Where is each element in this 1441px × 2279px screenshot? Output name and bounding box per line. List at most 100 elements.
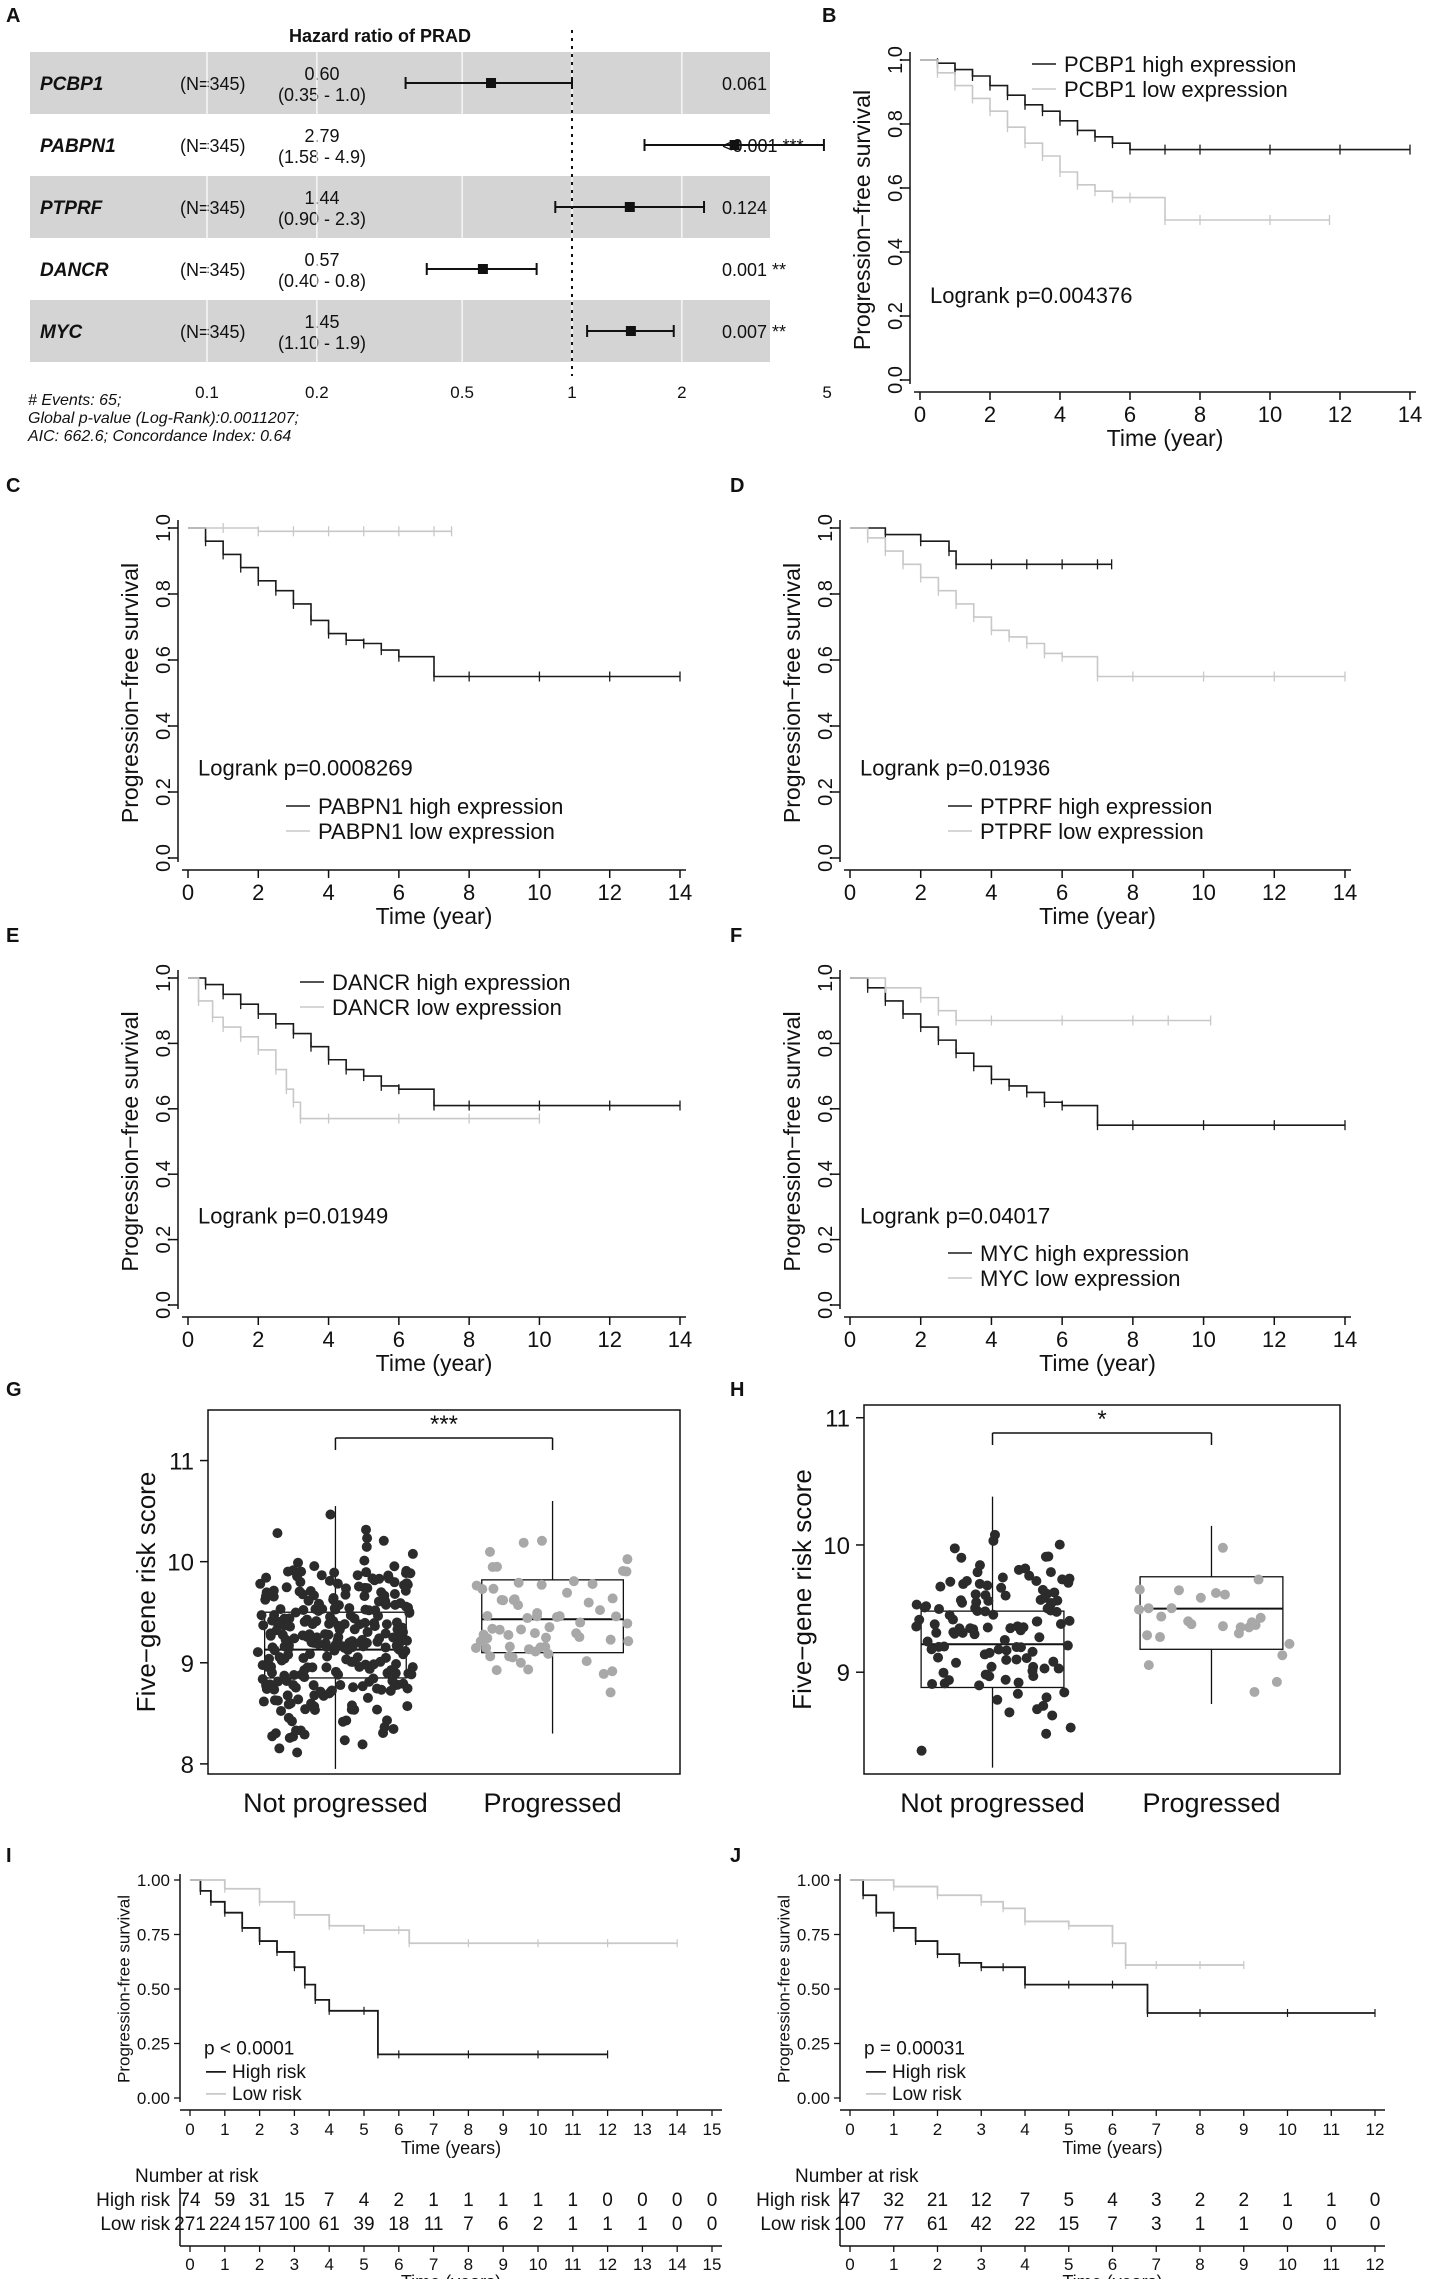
box-data-point bbox=[379, 1722, 390, 1733]
box-data-point bbox=[313, 1639, 324, 1650]
forest-tick-label: 0.1 bbox=[195, 383, 219, 402]
box-data-point bbox=[282, 1690, 293, 1701]
box-data-point bbox=[996, 1582, 1007, 1593]
box-data-point bbox=[933, 1641, 944, 1652]
box-data-point bbox=[605, 1687, 616, 1698]
km-y-label: Progression−free survival bbox=[117, 563, 143, 823]
km-x-tick-label: 6 bbox=[1124, 402, 1136, 427]
km-x-tick-label: 2 bbox=[252, 1327, 264, 1352]
box-data-point bbox=[372, 1704, 383, 1715]
box-data-point bbox=[378, 1535, 389, 1546]
box-data-point bbox=[515, 1657, 526, 1668]
km-y-tick-label: 0.6 bbox=[153, 646, 175, 674]
box-data-point bbox=[324, 1618, 335, 1629]
risk-table-value: 271 bbox=[174, 2214, 206, 2235]
km-x-tick-label: 14 bbox=[1398, 402, 1422, 427]
km-curve-low bbox=[188, 977, 540, 1120]
box-data-point bbox=[390, 1599, 401, 1610]
risk-table-row-label: High risk bbox=[756, 2190, 830, 2211]
box-data-point bbox=[266, 1667, 277, 1678]
km-legend-label: PABPN1 high expression bbox=[318, 794, 563, 819]
km-risk-x-tick-label: 4 bbox=[1020, 2120, 1029, 2139]
km-risk-y-tick-label: 1.00 bbox=[797, 1871, 830, 1890]
box-data-point bbox=[1034, 1632, 1045, 1643]
box-data-point bbox=[622, 1618, 633, 1629]
box-data-point bbox=[279, 1670, 290, 1681]
box-data-point bbox=[368, 1673, 379, 1684]
box-data-point bbox=[280, 1634, 291, 1645]
box-data-point bbox=[329, 1645, 340, 1656]
km-y-tick-label: 1.0 bbox=[815, 964, 837, 992]
box-data-point bbox=[568, 1576, 579, 1587]
forest-tick-label: 5 bbox=[822, 383, 831, 402]
forest-ci-label: (0.35 - 1.0) bbox=[278, 85, 366, 105]
panel-label-b: B bbox=[822, 5, 836, 27]
box-data-point bbox=[373, 1596, 384, 1607]
km-x-tick-label: 2 bbox=[252, 880, 264, 905]
box-data-point bbox=[1039, 1663, 1050, 1674]
risk-table-value: 1 bbox=[568, 2190, 579, 2211]
box-data-point bbox=[400, 1585, 411, 1596]
box-data-point bbox=[532, 1608, 543, 1619]
box-data-point bbox=[402, 1683, 413, 1694]
box-data-point bbox=[264, 1679, 275, 1690]
km-y-tick-label: 0.6 bbox=[153, 1095, 175, 1123]
km-x-tick-label: 14 bbox=[668, 880, 692, 905]
risk-table-value: 1 bbox=[637, 2214, 648, 2235]
km-legend-label: MYC low expression bbox=[980, 1266, 1181, 1291]
km-x-tick-label: 10 bbox=[1258, 402, 1282, 427]
box-data-point bbox=[333, 1600, 344, 1611]
km-y-label: Progression−free survival bbox=[779, 563, 805, 823]
box-data-point bbox=[272, 1676, 283, 1687]
risk-table-value: 7 bbox=[463, 2214, 474, 2235]
box-data-point bbox=[276, 1705, 287, 1716]
km-risk-x-tick-label: 12 bbox=[598, 2120, 617, 2139]
box-data-point bbox=[359, 1555, 370, 1566]
risk-table-value: 0 bbox=[602, 2190, 613, 2211]
box-data-point bbox=[1156, 1611, 1167, 1622]
box-data-point bbox=[389, 1588, 400, 1599]
km-risk-x-tick-label: 5 bbox=[359, 2120, 368, 2139]
box-data-point bbox=[974, 1560, 985, 1571]
km-risk-y-tick-label: 0.75 bbox=[797, 1926, 830, 1945]
km-y-tick-label: 0.2 bbox=[815, 1226, 837, 1254]
risk-table-value: 0 bbox=[707, 2190, 718, 2211]
km-risk-y-label: Progression-free survival bbox=[115, 1895, 134, 2083]
risk-table-value: 18 bbox=[388, 2214, 409, 2235]
box-category-label: Not progressed bbox=[243, 1788, 428, 1818]
risk-table-row-label: High risk bbox=[96, 2190, 170, 2211]
box-data-point bbox=[481, 1643, 492, 1654]
box-data-point bbox=[1246, 1617, 1257, 1628]
box-data-point bbox=[535, 1642, 546, 1653]
km-risk-x-tick-label: 9 bbox=[1239, 2120, 1248, 2139]
risk-table-row-label: Low risk bbox=[760, 2214, 830, 2235]
box-data-point bbox=[587, 1578, 598, 1589]
risk-table-value: 100 bbox=[279, 2214, 311, 2235]
box-data-point bbox=[1155, 1632, 1166, 1643]
km-risk-x-tick-label: 11 bbox=[1322, 2120, 1340, 2139]
forest-n-label: (N=345) bbox=[180, 260, 246, 280]
km-curve-high bbox=[188, 977, 680, 1107]
km-y-tick-label: 0.4 bbox=[885, 238, 907, 266]
box-y-label: Five−gene risk score bbox=[787, 1469, 817, 1710]
box-data-point bbox=[522, 1613, 533, 1624]
risk-table-tick-label: 13 bbox=[633, 2255, 652, 2274]
box-data-point bbox=[371, 1683, 382, 1694]
km-risk-curve-low bbox=[190, 1879, 678, 1945]
km-x-tick-label: 4 bbox=[322, 1327, 334, 1352]
box-data-point bbox=[943, 1675, 954, 1686]
forest-footnote: Global p-value (Log-Rank):0.0011207; bbox=[28, 410, 299, 427]
box-y-tick-label: 10 bbox=[167, 1550, 194, 1577]
km-risk-x-tick-label: 0 bbox=[185, 2120, 194, 2139]
risk-table-value: 100 bbox=[834, 2214, 866, 2235]
box-data-point bbox=[518, 1537, 529, 1548]
km-y-tick-label: 0.8 bbox=[153, 580, 175, 608]
box-data-point bbox=[272, 1528, 283, 1539]
box-data-point bbox=[1059, 1687, 1070, 1698]
forest-ci-label: (0.40 - 0.8) bbox=[278, 271, 366, 291]
box-data-point bbox=[329, 1567, 340, 1578]
box-data-point bbox=[299, 1672, 310, 1683]
km-x-tick-label: 4 bbox=[322, 880, 334, 905]
risk-table-tick-label: 3 bbox=[290, 2255, 299, 2274]
